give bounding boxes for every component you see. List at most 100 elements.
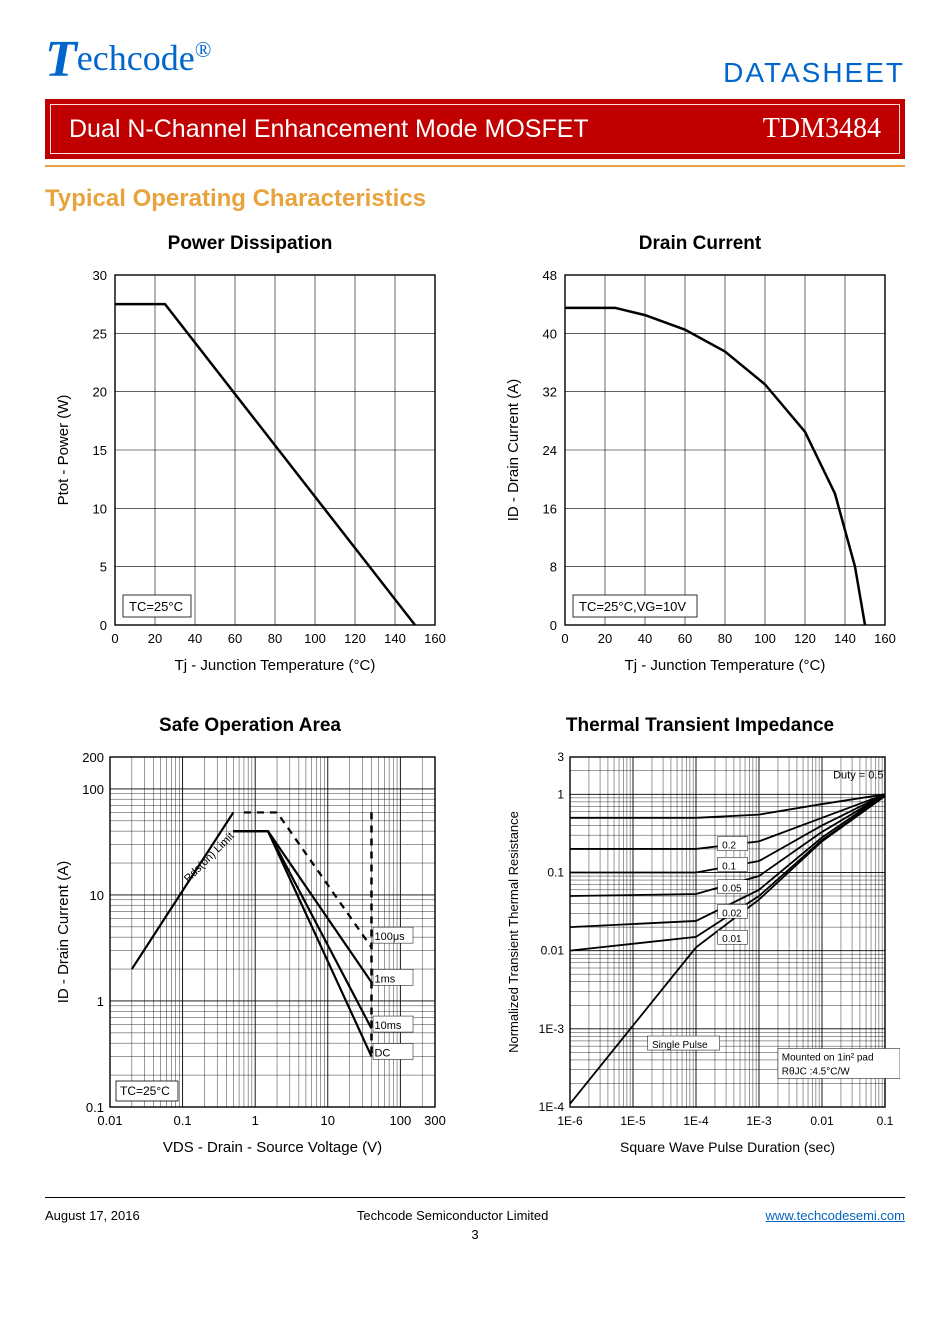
svg-text:100: 100 (304, 631, 326, 646)
svg-text:120: 120 (794, 631, 816, 646)
svg-text:100: 100 (82, 782, 104, 797)
svg-text:1: 1 (557, 787, 564, 801)
orange-rule (45, 165, 905, 167)
svg-text:1E-4: 1E-4 (683, 1114, 709, 1128)
chart-title: Thermal Transient Impedance (566, 715, 834, 737)
svg-text:TC=25°C: TC=25°C (120, 1084, 170, 1098)
svg-text:0.1: 0.1 (174, 1113, 192, 1128)
svg-text:25: 25 (93, 326, 107, 341)
chart-title: Safe Operation Area (159, 715, 341, 737)
svg-text:24: 24 (543, 443, 557, 458)
svg-text:16: 16 (543, 501, 557, 516)
svg-text:40: 40 (543, 326, 557, 341)
svg-text:1E-6: 1E-6 (557, 1114, 583, 1128)
svg-text:ID - Drain Current (A): ID - Drain Current (A) (505, 379, 522, 522)
svg-text:0: 0 (100, 618, 107, 633)
svg-text:Square Wave Pulse Duration (se: Square Wave Pulse Duration (sec) (620, 1139, 835, 1155)
logo: Techcode® (45, 30, 211, 89)
svg-text:15: 15 (93, 443, 107, 458)
svg-text:80: 80 (718, 631, 732, 646)
svg-text:160: 160 (874, 631, 896, 646)
chart-title: Power Dissipation (168, 233, 333, 255)
svg-text:1: 1 (97, 994, 104, 1009)
svg-text:300: 300 (424, 1113, 446, 1128)
svg-text:1E-3: 1E-3 (539, 1022, 565, 1036)
chart-svg: 0.010.11101003000.1110100200Rds(on) Limi… (50, 747, 450, 1167)
svg-text:200: 200 (82, 750, 104, 765)
svg-text:RθJC :4.5°C/W: RθJC :4.5°C/W (782, 1066, 850, 1077)
svg-text:0.02: 0.02 (722, 908, 742, 919)
svg-text:32: 32 (543, 385, 557, 400)
svg-text:Normalized Transient Thermal R: Normalized Transient Thermal Resistance (506, 811, 521, 1053)
title-bar: Dual N-Channel Enhancement Mode MOSFET T… (45, 99, 905, 159)
title-text: Dual N-Channel Enhancement Mode MOSFET (69, 115, 589, 144)
svg-text:0.01: 0.01 (810, 1114, 834, 1128)
logo-tau: T (45, 31, 77, 88)
svg-text:Ptot - Power (W): Ptot - Power (W) (55, 395, 72, 506)
charts-grid: Power Dissipation 0204060801001201401600… (45, 233, 905, 1167)
chart-svg: 1E-6 1E-5 1E-4 1E-3 0.01 0.1 1E-4 1E-3 0.01 0.1 1 3… (500, 747, 900, 1167)
svg-text:0.1: 0.1 (86, 1100, 104, 1115)
footer-date: August 17, 2016 (45, 1208, 140, 1223)
svg-text:0.1: 0.1 (877, 1114, 894, 1128)
svg-text:1E-5: 1E-5 (620, 1114, 646, 1128)
svg-text:1ms: 1ms (374, 973, 395, 985)
svg-text:60: 60 (678, 631, 692, 646)
svg-text:8: 8 (550, 560, 557, 575)
chart-thermal: Thermal Transient Impedance 1E-6 1E-5 1E-4… (495, 715, 905, 1167)
svg-text:Rds(on) Limit: Rds(on) Limit (182, 830, 237, 885)
svg-text:0: 0 (550, 618, 557, 633)
svg-text:100μs: 100μs (374, 931, 405, 943)
chart-svg: 020406080100120140160051015202530TC=25°C… (50, 265, 450, 685)
svg-text:0.01: 0.01 (541, 944, 565, 958)
svg-text:20: 20 (148, 631, 162, 646)
svg-text:1E-3: 1E-3 (746, 1114, 772, 1128)
svg-text:160: 160 (424, 631, 446, 646)
svg-text:ID - Drain Current (A): ID - Drain Current (A) (55, 861, 72, 1004)
logo-text: echcode (77, 38, 195, 78)
chart-svg: 020406080100120140160081624324048TC=25°C… (500, 265, 900, 685)
chart-title: Drain Current (639, 233, 761, 255)
datasheet-label: DATASHEET (723, 57, 905, 89)
svg-text:Single Pulse: Single Pulse (652, 1040, 708, 1051)
page-number: 3 (45, 1227, 905, 1242)
svg-text:140: 140 (834, 631, 856, 646)
logo-reg: ® (195, 37, 212, 62)
svg-text:Tj - Junction Temperature (°C): Tj - Junction Temperature (°C) (175, 657, 376, 674)
svg-text:0.1: 0.1 (722, 861, 736, 872)
svg-text:48: 48 (543, 268, 557, 283)
svg-text:60: 60 (228, 631, 242, 646)
svg-text:10ms: 10ms (374, 1020, 401, 1032)
svg-text:1E-4: 1E-4 (539, 1100, 565, 1114)
svg-text:10: 10 (93, 501, 107, 516)
svg-text:Tj - Junction Temperature (°C): Tj - Junction Temperature (°C) (625, 657, 826, 674)
svg-text:30: 30 (93, 268, 107, 283)
header-row: Techcode® DATASHEET (45, 30, 905, 89)
chart-drain-current: Drain Current 02040608010012014016008162… (495, 233, 905, 685)
svg-text:120: 120 (344, 631, 366, 646)
svg-text:0.05: 0.05 (722, 884, 742, 895)
chart-power-dissipation: Power Dissipation 0204060801001201401600… (45, 233, 455, 685)
footer-company: Techcode Semiconductor Limited (357, 1208, 549, 1223)
svg-text:0: 0 (561, 631, 568, 646)
svg-text:10: 10 (90, 888, 104, 903)
svg-text:5: 5 (100, 560, 107, 575)
svg-text:1: 1 (252, 1113, 259, 1128)
chart-soa: Safe Operation Area 0.010.11101003000.11… (45, 715, 455, 1167)
svg-text:40: 40 (188, 631, 202, 646)
svg-text:Mounted on 1in² pad: Mounted on 1in² pad (782, 1052, 874, 1063)
svg-text:0.1: 0.1 (547, 865, 564, 879)
svg-text:20: 20 (93, 385, 107, 400)
svg-text:3: 3 (557, 750, 564, 764)
svg-text:40: 40 (638, 631, 652, 646)
svg-text:10: 10 (321, 1113, 335, 1128)
svg-text:100: 100 (390, 1113, 412, 1128)
svg-text:80: 80 (268, 631, 282, 646)
footer-link[interactable]: www.techcodesemi.com (766, 1208, 905, 1223)
section-title: Typical Operating Characteristics (45, 185, 905, 213)
svg-text:DC: DC (374, 1047, 390, 1059)
svg-text:TC=25°C,VG=10V: TC=25°C,VG=10V (579, 599, 686, 614)
svg-text:140: 140 (384, 631, 406, 646)
svg-text:100: 100 (754, 631, 776, 646)
svg-text:0.01: 0.01 (97, 1113, 122, 1128)
